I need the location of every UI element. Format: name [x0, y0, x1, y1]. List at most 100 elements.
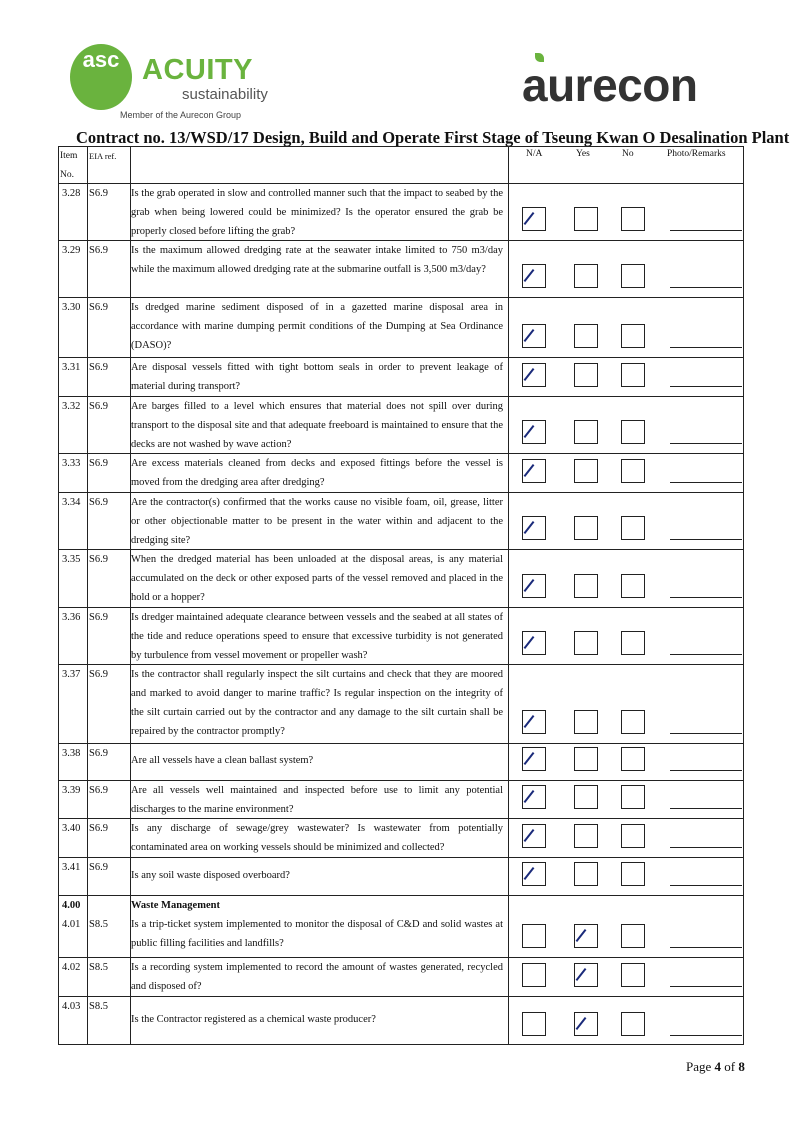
remarks-field[interactable]: [670, 538, 742, 540]
remarks-field[interactable]: [670, 846, 742, 848]
checkbox-na[interactable]: [522, 747, 546, 771]
header-yes: Yes: [576, 149, 590, 159]
checkbox-no[interactable]: [621, 631, 645, 655]
remarks-field[interactable]: [670, 286, 742, 288]
remarks-field[interactable]: [670, 946, 742, 948]
checkbox-yes[interactable]: [574, 710, 598, 734]
item-number: 3.38: [62, 748, 81, 759]
check-mark-icon: [523, 367, 535, 382]
table-row: 3.37 S6.9 Is the contractor shall regularl…: [58, 664, 744, 743]
question-text: Are all vessels well maintained and insp…: [131, 785, 503, 815]
remarks-field[interactable]: [670, 807, 742, 809]
checkbox-na[interactable]: [522, 963, 546, 987]
checkbox-yes[interactable]: [574, 459, 598, 483]
item-number: 3.28: [62, 188, 81, 199]
question-text: Are barges filled to a level which ensur…: [131, 401, 503, 450]
checkbox-no[interactable]: [621, 420, 645, 444]
remarks-field[interactable]: [670, 769, 742, 771]
eia-ref: S6.9: [89, 401, 108, 412]
checkbox-no[interactable]: [621, 207, 645, 231]
checkbox-no[interactable]: [621, 324, 645, 348]
item-number: 3.39: [62, 785, 81, 796]
table-row: 3.33 S6.9 Are excess materials cleaned fro…: [58, 453, 744, 492]
acuity-sub: sustainability: [182, 86, 268, 103]
item-number: 3.36: [62, 612, 81, 623]
check-mark-icon: [575, 967, 587, 982]
eia-ref: S6.9: [89, 554, 108, 565]
checkbox-yes[interactable]: [574, 924, 598, 948]
remarks-field[interactable]: [670, 596, 742, 598]
checkbox-yes[interactable]: [574, 264, 598, 288]
checkbox-na[interactable]: [522, 785, 546, 809]
checkbox-na[interactable]: [522, 824, 546, 848]
checkbox-no[interactable]: [621, 785, 645, 809]
checkbox-na[interactable]: [522, 516, 546, 540]
checkbox-na[interactable]: [522, 574, 546, 598]
remarks-field[interactable]: [670, 346, 742, 348]
remarks-field[interactable]: [670, 884, 742, 886]
eia-ref: S6.9: [89, 748, 108, 759]
check-mark-icon: [523, 520, 535, 535]
remarks-field[interactable]: [670, 653, 742, 655]
checkbox-yes[interactable]: [574, 862, 598, 886]
checkbox-na[interactable]: [522, 631, 546, 655]
checkbox-no[interactable]: [621, 747, 645, 771]
eia-ref: S8.5: [89, 1001, 108, 1012]
checkbox-yes[interactable]: [574, 631, 598, 655]
checkbox-no[interactable]: [621, 710, 645, 734]
checkbox-yes[interactable]: [574, 747, 598, 771]
checkbox-na[interactable]: [522, 1012, 546, 1036]
remarks-field[interactable]: [670, 985, 742, 987]
checkbox-no[interactable]: [621, 574, 645, 598]
acuity-logo: asc ACUITY sustainability Member of the …: [70, 42, 270, 122]
checkbox-yes[interactable]: [574, 963, 598, 987]
checkbox-na[interactable]: [522, 264, 546, 288]
section-title: Waste Management: [131, 900, 220, 911]
checkbox-yes[interactable]: [574, 207, 598, 231]
checkbox-no[interactable]: [621, 1012, 645, 1036]
checkbox-na[interactable]: [522, 207, 546, 231]
item-number: 4.03: [62, 1001, 81, 1012]
item-number: 3.29: [62, 245, 81, 256]
check-mark-icon: [575, 928, 587, 943]
checkbox-yes[interactable]: [574, 420, 598, 444]
remarks-field[interactable]: [670, 385, 742, 387]
table-row: 3.31 S6.9 Are disposal vessels fitted with…: [58, 357, 744, 396]
item-number: 3.31: [62, 362, 81, 373]
checkbox-na[interactable]: [522, 324, 546, 348]
remarks-field[interactable]: [670, 481, 742, 483]
question-text: Are all vessels have a clean ballast sys…: [131, 755, 314, 766]
remarks-field[interactable]: [670, 1034, 742, 1036]
checkbox-yes[interactable]: [574, 785, 598, 809]
checkbox-no[interactable]: [621, 924, 645, 948]
checkbox-na[interactable]: [522, 710, 546, 734]
checkbox-na[interactable]: [522, 924, 546, 948]
checkbox-no[interactable]: [621, 963, 645, 987]
checkbox-no[interactable]: [621, 363, 645, 387]
checkbox-yes[interactable]: [574, 363, 598, 387]
checkbox-na[interactable]: [522, 459, 546, 483]
checkbox-no[interactable]: [621, 264, 645, 288]
checkbox-yes[interactable]: [574, 516, 598, 540]
checkbox-no[interactable]: [621, 459, 645, 483]
checkbox-na[interactable]: [522, 420, 546, 444]
checkbox-na[interactable]: [522, 862, 546, 886]
item-number: 3.32: [62, 401, 81, 412]
checkbox-yes[interactable]: [574, 574, 598, 598]
item-number: 3.34: [62, 497, 81, 508]
checkbox-yes[interactable]: [574, 1012, 598, 1036]
page-prefix: Page: [686, 1059, 715, 1074]
page-total: 8: [738, 1059, 745, 1074]
checkbox-no[interactable]: [621, 516, 645, 540]
check-mark-icon: [523, 751, 535, 766]
remarks-field[interactable]: [670, 732, 742, 734]
checkbox-no[interactable]: [621, 862, 645, 886]
table-row: 3.36 S6.9 Is dredger maintained adequate c…: [58, 607, 744, 664]
remarks-field[interactable]: [670, 229, 742, 231]
remarks-field[interactable]: [670, 442, 742, 444]
checkbox-yes[interactable]: [574, 824, 598, 848]
checkbox-na[interactable]: [522, 363, 546, 387]
checkbox-no[interactable]: [621, 824, 645, 848]
checkbox-yes[interactable]: [574, 324, 598, 348]
table-row: 3.29 S6.9 Is the maximum allowed dredging …: [58, 240, 744, 297]
